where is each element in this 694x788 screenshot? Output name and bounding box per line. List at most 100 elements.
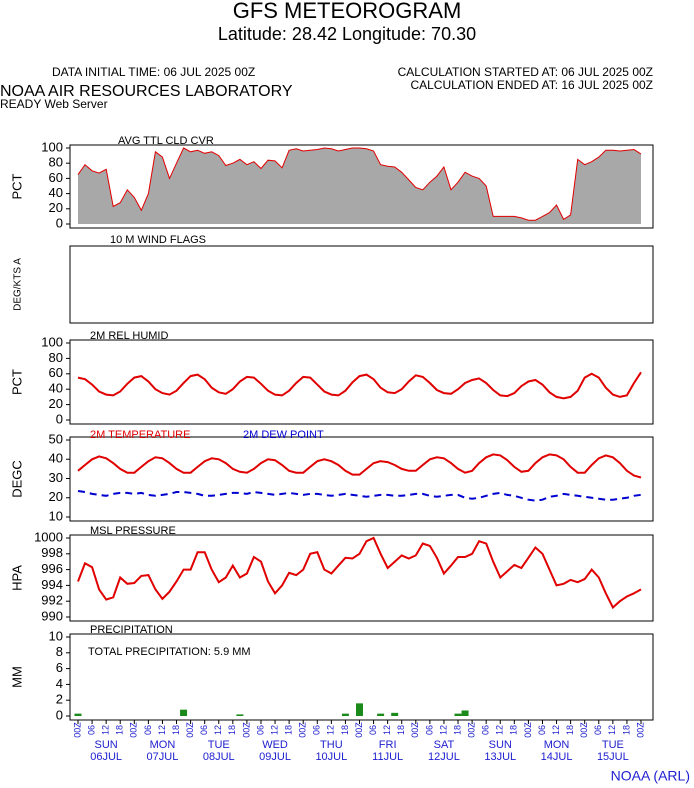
legend-entry: 2M DEW POINT — [243, 429, 324, 441]
y-tick-label: 80 — [49, 155, 63, 170]
y-tick-label: 996 — [41, 561, 63, 576]
panel-frame — [69, 339, 654, 425]
hour-label: 12 — [495, 725, 505, 735]
precip-bar — [377, 713, 385, 716]
day-date: 06JUL — [90, 751, 122, 763]
y-tick-label: 992 — [41, 593, 63, 608]
day-name: SUN — [489, 739, 512, 751]
y-tick-label: 80 — [49, 350, 63, 365]
hour-label: 06 — [312, 725, 322, 735]
hour-label: 12 — [551, 725, 561, 735]
y-tick-label: 994 — [41, 577, 63, 592]
hour-label: 00Z — [72, 722, 82, 738]
y-axis-label: PCT — [9, 369, 24, 395]
day-date: 15JUL — [597, 751, 629, 763]
hour-label: 18 — [115, 725, 125, 735]
hour-label: 00Z — [129, 722, 139, 738]
y-tick-label: 8 — [56, 644, 63, 659]
panel-frame — [69, 144, 654, 229]
panel-frame — [69, 633, 654, 721]
hour-label: 12 — [101, 725, 111, 735]
day-date: 13JUL — [484, 751, 516, 763]
y-tick-label: 40 — [49, 185, 63, 200]
day-name: WED — [262, 739, 288, 751]
y-tick-label: 20 — [49, 489, 63, 504]
precip-bar — [180, 709, 188, 716]
y-tick-label: 20 — [49, 200, 63, 215]
hour-label: 18 — [452, 725, 462, 735]
y-tick-label: 60 — [49, 365, 63, 380]
panel-label: AVG TTL CLD CVR — [118, 135, 214, 147]
calc-start: CALCULATION STARTED AT: 06 JUL 2025 00Z — [398, 65, 653, 79]
hour-label: 18 — [565, 725, 575, 735]
hour-label: 06 — [368, 725, 378, 735]
hour-label: 00Z — [354, 722, 364, 738]
panel-label: PRECIPITATION — [90, 624, 173, 636]
y-tick-label: 4 — [56, 676, 63, 691]
day-date: 11JUL — [372, 751, 403, 763]
day-date: 08JUL — [203, 751, 235, 763]
y-tick-label: 0 — [56, 707, 63, 722]
series-line — [77, 490, 642, 502]
precip-bar — [454, 713, 462, 716]
precip-bar — [391, 712, 399, 716]
day-name: SAT — [434, 739, 455, 751]
hour-label: 00Z — [241, 722, 251, 738]
y-axis-label: DEG/KTS A — [13, 258, 24, 311]
subtitle: Latitude: 28.42 Longitude: 70.30 — [218, 24, 476, 44]
hour-label: 18 — [621, 725, 631, 735]
hour-label: 12 — [438, 725, 448, 735]
hour-label: 18 — [227, 725, 237, 735]
day-name: FRI — [379, 739, 397, 751]
y-axis-label: PCT — [9, 173, 24, 199]
hour-label: 00Z — [579, 722, 589, 738]
hour-label: 12 — [269, 725, 279, 735]
hour-label: 06 — [143, 725, 153, 735]
footer: NOAA (ARL) — [611, 768, 690, 784]
hour-label: 12 — [157, 725, 167, 735]
lab-name: NOAA AIR RESOURCES LABORATORY — [0, 83, 293, 100]
day-date: 07JUL — [147, 751, 179, 763]
panel-label: MSL PRESSURE — [90, 525, 176, 537]
panel-label: 2M REL HUMID — [90, 330, 168, 342]
day-name: MON — [150, 739, 176, 751]
hour-label: 18 — [284, 725, 294, 735]
day-date: 12JUL — [428, 751, 460, 763]
hour-label: 00Z — [523, 722, 533, 738]
hour-label: 12 — [213, 725, 223, 735]
y-axis-label: DEGC — [9, 460, 24, 498]
day-name: TUE — [602, 739, 624, 751]
y-tick-label: 2 — [56, 692, 63, 707]
day-name: THU — [320, 739, 343, 751]
hour-label: 06 — [593, 725, 603, 735]
y-tick-label: 60 — [49, 170, 63, 185]
hour-label: 00Z — [185, 722, 195, 738]
data-time: DATA INITIAL TIME: 06 JUL 2025 00Z — [52, 65, 255, 79]
y-tick-label: 998 — [41, 545, 63, 560]
hour-label: 06 — [199, 725, 209, 735]
panel-frame — [69, 534, 654, 622]
series-line — [77, 536, 642, 610]
cloud-area — [78, 148, 641, 224]
y-axis-label: MM — [9, 666, 24, 688]
hour-label: 00Z — [410, 722, 420, 738]
precip-bar — [236, 714, 244, 716]
hour-label: 06 — [481, 725, 491, 735]
day-date: 09JUL — [259, 751, 291, 763]
hour-label: 18 — [340, 725, 350, 735]
y-tick-label: 100 — [41, 139, 63, 154]
y-tick-label: 10 — [49, 628, 63, 643]
hour-label: 12 — [326, 725, 336, 735]
panel-frame — [69, 245, 654, 324]
precip-bar — [356, 703, 363, 716]
hour-label: 12 — [382, 725, 392, 735]
y-tick-label: 30 — [49, 470, 63, 485]
hour-label: 00Z — [298, 722, 308, 738]
hour-label: 18 — [509, 725, 519, 735]
day-name: SUN — [95, 739, 118, 751]
day-name: TUE — [208, 739, 230, 751]
hour-label: 06 — [86, 725, 96, 735]
y-tick-label: 20 — [49, 396, 63, 411]
hour-label: 06 — [537, 725, 547, 735]
